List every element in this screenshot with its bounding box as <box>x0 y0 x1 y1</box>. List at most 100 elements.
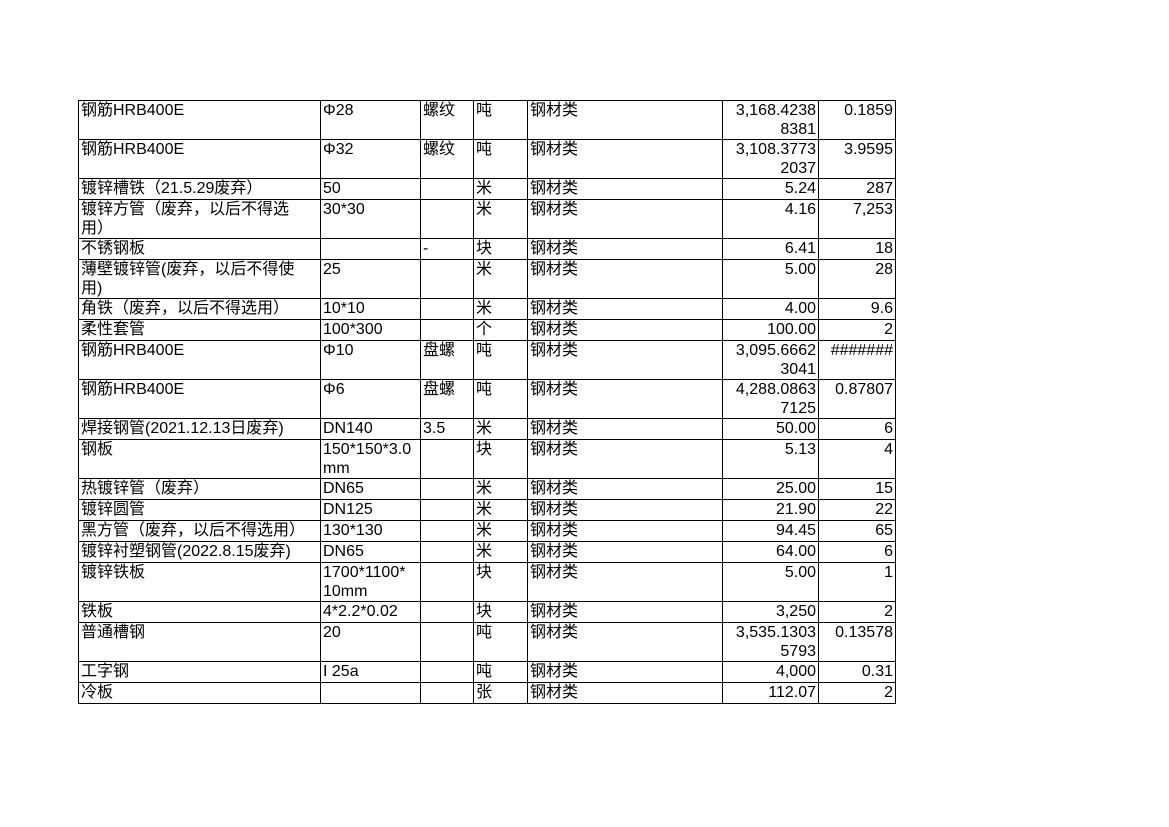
cell-type[interactable]: 盘螺 <box>420 340 474 380</box>
cell-price[interactable]: 4.16 <box>722 199 819 239</box>
cell-price[interactable]: 4,288.0863 7125 <box>722 379 819 419</box>
cell-price[interactable]: 3,250 <box>722 601 819 623</box>
cell-unit[interactable]: 米 <box>473 520 528 542</box>
cell-unit[interactable]: 米 <box>473 259 528 299</box>
cell-material-name[interactable]: 黑方管（废弃，以后不得选用） <box>78 520 321 542</box>
cell-material-name[interactable]: 镀锌槽铁（21.5.29废弃） <box>78 178 321 200</box>
cell-material-name[interactable]: 角铁（废弃，以后不得选用） <box>78 298 321 320</box>
cell-category[interactable]: 钢材类 <box>527 520 723 542</box>
cell-quantity[interactable]: 18 <box>818 238 896 260</box>
cell-quantity[interactable]: 0.13578 <box>818 622 896 662</box>
cell-spec[interactable]: Φ10 <box>320 340 421 380</box>
cell-type[interactable] <box>420 319 474 341</box>
cell-price[interactable]: 3,108.3773 2037 <box>722 139 819 179</box>
cell-unit[interactable]: 吨 <box>473 622 528 662</box>
cell-spec[interactable] <box>320 682 421 704</box>
cell-quantity[interactable]: 2 <box>818 682 896 704</box>
cell-spec[interactable]: Φ32 <box>320 139 421 179</box>
cell-spec[interactable]: Φ28 <box>320 100 421 140</box>
cell-category[interactable]: 钢材类 <box>527 340 723 380</box>
cell-material-name[interactable]: 铁板 <box>78 601 321 623</box>
cell-category[interactable]: 钢材类 <box>527 298 723 320</box>
cell-unit[interactable]: 吨 <box>473 379 528 419</box>
cell-category[interactable]: 钢材类 <box>527 622 723 662</box>
cell-unit[interactable]: 米 <box>473 418 528 440</box>
cell-material-name[interactable]: 镀锌铁板 <box>78 562 321 602</box>
cell-quantity[interactable]: 4 <box>818 439 896 479</box>
cell-unit[interactable]: 米 <box>473 499 528 521</box>
cell-quantity[interactable]: 9.6 <box>818 298 896 320</box>
cell-quantity[interactable]: 28 <box>818 259 896 299</box>
cell-spec[interactable]: 1700*1100* 10mm <box>320 562 421 602</box>
cell-price[interactable]: 3,168.4238 8381 <box>722 100 819 140</box>
cell-material-name[interactable]: 镀锌衬塑钢管(2022.8.15废弃) <box>78 541 321 563</box>
cell-price[interactable]: 50.00 <box>722 418 819 440</box>
cell-quantity[interactable]: 7,253 <box>818 199 896 239</box>
cell-price[interactable]: 3,095.6662 3041 <box>722 340 819 380</box>
cell-price[interactable]: 94.45 <box>722 520 819 542</box>
cell-type[interactable]: 螺纹 <box>420 100 474 140</box>
cell-category[interactable]: 钢材类 <box>527 562 723 602</box>
cell-material-name[interactable]: 钢筋HRB400E <box>78 340 321 380</box>
cell-unit[interactable]: 吨 <box>473 139 528 179</box>
cell-category[interactable]: 钢材类 <box>527 238 723 260</box>
cell-type[interactable] <box>420 622 474 662</box>
cell-spec[interactable]: 30*30 <box>320 199 421 239</box>
cell-material-name[interactable]: 普通槽钢 <box>78 622 321 662</box>
cell-quantity[interactable]: 6 <box>818 541 896 563</box>
cell-quantity[interactable]: 287 <box>818 178 896 200</box>
cell-price[interactable]: 4.00 <box>722 298 819 320</box>
cell-spec[interactable]: 4*2.2*0.02 <box>320 601 421 623</box>
cell-price[interactable]: 5.13 <box>722 439 819 479</box>
cell-material-name[interactable]: 工字钢 <box>78 661 321 683</box>
cell-spec[interactable]: Φ6 <box>320 379 421 419</box>
cell-category[interactable]: 钢材类 <box>527 682 723 704</box>
cell-unit[interactable]: 吨 <box>473 340 528 380</box>
cell-material-name[interactable]: 柔性套管 <box>78 319 321 341</box>
cell-material-name[interactable]: 钢板 <box>78 439 321 479</box>
cell-unit[interactable]: 米 <box>473 199 528 239</box>
cell-category[interactable]: 钢材类 <box>527 478 723 500</box>
cell-spec[interactable]: DN140 <box>320 418 421 440</box>
cell-price[interactable]: 112.07 <box>722 682 819 704</box>
cell-quantity[interactable]: 1 <box>818 562 896 602</box>
cell-type[interactable] <box>420 478 474 500</box>
cell-spec[interactable]: 150*150*3.0 mm <box>320 439 421 479</box>
cell-quantity[interactable]: 2 <box>818 319 896 341</box>
cell-spec[interactable]: 130*130 <box>320 520 421 542</box>
cell-quantity[interactable]: ####### <box>818 340 896 380</box>
cell-material-name[interactable]: 镀锌圆管 <box>78 499 321 521</box>
cell-unit[interactable]: 米 <box>473 541 528 563</box>
cell-price[interactable]: 6.41 <box>722 238 819 260</box>
cell-spec[interactable]: 50 <box>320 178 421 200</box>
cell-quantity[interactable]: 15 <box>818 478 896 500</box>
cell-unit[interactable]: 米 <box>473 178 528 200</box>
cell-category[interactable]: 钢材类 <box>527 259 723 299</box>
cell-type[interactable] <box>420 661 474 683</box>
cell-spec[interactable]: 10*10 <box>320 298 421 320</box>
cell-quantity[interactable]: 22 <box>818 499 896 521</box>
cell-type[interactable] <box>420 298 474 320</box>
cell-quantity[interactable]: 65 <box>818 520 896 542</box>
cell-quantity[interactable]: 0.87807 <box>818 379 896 419</box>
cell-price[interactable]: 5.00 <box>722 562 819 602</box>
cell-quantity[interactable]: 0.31 <box>818 661 896 683</box>
cell-spec[interactable]: I 25a <box>320 661 421 683</box>
cell-material-name[interactable]: 薄壁镀锌管(废弃，以后不得使 用) <box>78 259 321 299</box>
cell-type[interactable] <box>420 601 474 623</box>
cell-price[interactable]: 21.90 <box>722 499 819 521</box>
cell-type[interactable] <box>420 541 474 563</box>
cell-material-name[interactable]: 焊接钢管(2021.12.13日废弃) <box>78 418 321 440</box>
cell-category[interactable]: 钢材类 <box>527 178 723 200</box>
cell-price[interactable]: 100.00 <box>722 319 819 341</box>
cell-quantity[interactable]: 0.1859 <box>818 100 896 140</box>
cell-unit[interactable]: 吨 <box>473 100 528 140</box>
cell-unit[interactable]: 米 <box>473 478 528 500</box>
cell-type[interactable] <box>420 499 474 521</box>
cell-type[interactable]: - <box>420 238 474 260</box>
cell-type[interactable] <box>420 682 474 704</box>
cell-material-name[interactable]: 镀锌方管（废弃，以后不得选 用） <box>78 199 321 239</box>
cell-unit[interactable]: 个 <box>473 319 528 341</box>
cell-price[interactable]: 64.00 <box>722 541 819 563</box>
cell-material-name[interactable]: 热镀锌管（废弃） <box>78 478 321 500</box>
